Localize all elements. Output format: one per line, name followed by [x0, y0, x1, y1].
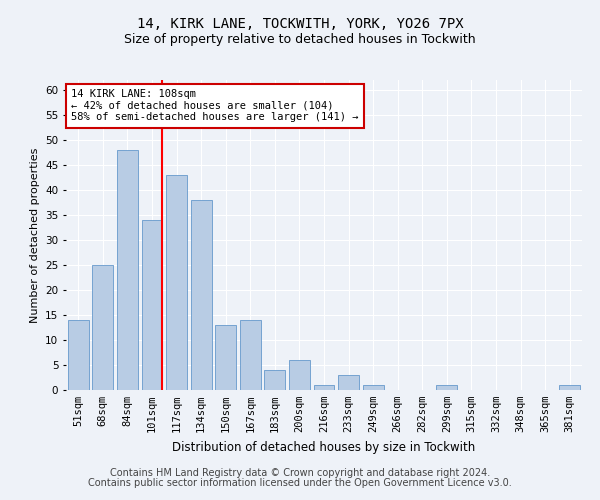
X-axis label: Distribution of detached houses by size in Tockwith: Distribution of detached houses by size … [172, 440, 476, 454]
Text: Contains HM Land Registry data © Crown copyright and database right 2024.: Contains HM Land Registry data © Crown c… [110, 468, 490, 477]
Bar [191, 200, 212, 390]
Bar [166, 175, 187, 390]
Bar [92, 265, 113, 390]
Bar [265, 370, 286, 390]
Bar [314, 385, 334, 390]
Text: Contains public sector information licensed under the Open Government Licence v3: Contains public sector information licen… [88, 478, 512, 488]
Bar [436, 385, 457, 390]
Bar [142, 220, 163, 390]
Y-axis label: Number of detached properties: Number of detached properties [29, 148, 40, 322]
Bar [117, 150, 138, 390]
Bar [338, 375, 359, 390]
Bar [362, 385, 383, 390]
Text: Size of property relative to detached houses in Tockwith: Size of property relative to detached ho… [124, 32, 476, 46]
Bar [68, 320, 89, 390]
Bar [289, 360, 310, 390]
Bar [559, 385, 580, 390]
Bar [240, 320, 261, 390]
Bar [215, 325, 236, 390]
Text: 14 KIRK LANE: 108sqm
← 42% of detached houses are smaller (104)
58% of semi-deta: 14 KIRK LANE: 108sqm ← 42% of detached h… [71, 90, 359, 122]
Text: 14, KIRK LANE, TOCKWITH, YORK, YO26 7PX: 14, KIRK LANE, TOCKWITH, YORK, YO26 7PX [137, 18, 463, 32]
